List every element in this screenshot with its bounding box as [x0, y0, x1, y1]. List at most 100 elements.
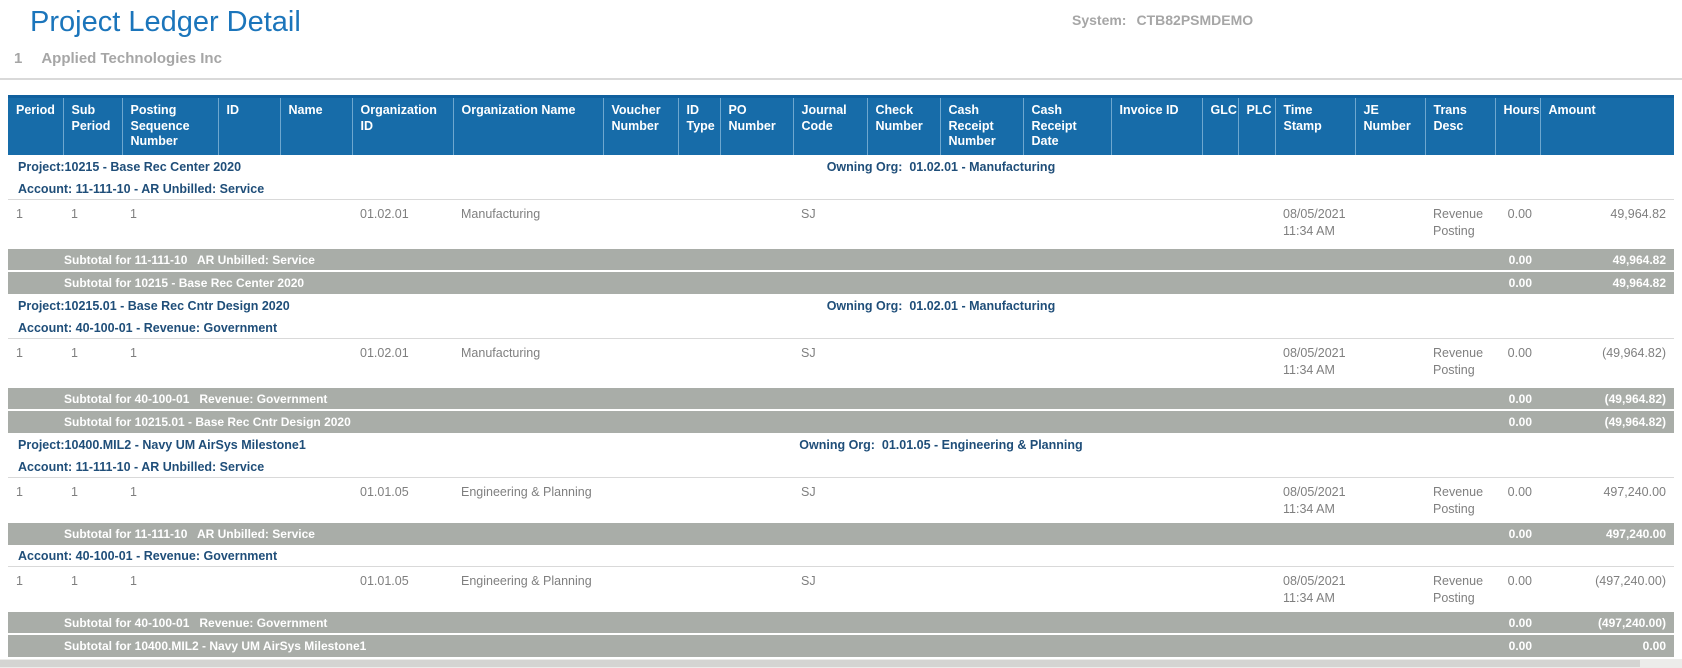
- data-cell: 0.00: [1495, 566, 1540, 611]
- data-cell: [1111, 338, 1202, 387]
- org-name: Applied Technologies Inc: [41, 50, 222, 67]
- data-cell: 1: [122, 338, 218, 387]
- data-cell: [218, 199, 280, 248]
- horizontal-scrollbar[interactable]: [0, 658, 1682, 668]
- report-header: Project Ledger Detail System: CTB82PSMDEM…: [0, 0, 1682, 80]
- org-line: 1 Applied Technologies Inc: [14, 50, 1682, 68]
- subtotal-hours: 0.00: [1495, 385, 1540, 410]
- data-cell: [678, 199, 720, 248]
- data-cell: Engineering & Planning: [453, 477, 603, 522]
- project-label: Project:10215 - Base Rec Center 2020: [18, 159, 242, 174]
- subtotal-amount: 497,240.00: [1540, 520, 1674, 545]
- project-cell: Project:10215 - Base Rec Center 2020 Owni…: [8, 155, 1674, 178]
- project-cell: Project:10215.01 - Base Rec Cntr Design …: [8, 294, 1674, 317]
- subtotal-label: Subtotal for 11-111-10 AR Unbilled: Serv…: [8, 520, 1495, 545]
- subtotal-hours: 0.00: [1495, 632, 1540, 657]
- data-cell: [1202, 338, 1238, 387]
- data-row: 1 1 1 01.02.01 Manufacturing SJ 08/05/2021 11:…: [8, 199, 1674, 248]
- subtotal-row: Subtotal for 10400.MIL2 - Navy UM AirSys…: [8, 632, 1674, 657]
- data-cell: [678, 338, 720, 387]
- subtotal-label: Subtotal for 40-100-01 Revenue: Governme…: [8, 385, 1495, 410]
- account-label: Account: 11-111-10 - AR Unbilled: Servic…: [18, 459, 265, 474]
- subtotal-row: Subtotal for 10215 - Base Rec Center 202…: [8, 269, 1674, 294]
- system-info: System: CTB82PSMDEMO: [1072, 12, 1253, 28]
- data-cell: 08/05/2021 11:34 AM: [1275, 477, 1355, 522]
- horizontal-scrollbar-thumb[interactable]: [0, 659, 1640, 667]
- table-body: Project:10215 - Base Rec Center 2020 Owni…: [8, 155, 1674, 657]
- data-cell: [1202, 477, 1238, 522]
- data-cell: [218, 477, 280, 522]
- data-cell: [280, 338, 352, 387]
- table-header: Period Sub Period Posting Sequence Number I…: [8, 94, 1674, 155]
- header-cell: Organization ID: [351, 94, 453, 155]
- data-cell: [1202, 199, 1238, 248]
- subtotal-label: Subtotal for 10400.MIL2 - Navy UM AirSys…: [8, 632, 1495, 657]
- account-cell: Account: 40-100-01 - Revenue: Government: [8, 545, 1674, 567]
- data-cell: [1238, 566, 1275, 611]
- subtotal-hours: 0.00: [1495, 269, 1540, 294]
- data-cell: 01.02.01: [352, 199, 453, 248]
- data-cell: [940, 199, 1023, 248]
- data-cell: [720, 566, 793, 611]
- data-cell: 1: [8, 477, 63, 522]
- page-title: Project Ledger Detail: [30, 6, 301, 38]
- subtotal-amount: (497,240.00): [1540, 609, 1674, 634]
- subtotal-amount: 0.00: [1540, 632, 1674, 657]
- header-cell: Cash Receipt Date: [1022, 94, 1111, 155]
- data-cell: SJ: [793, 477, 867, 522]
- subtotal-row: Subtotal for 11-111-10 AR Unbilled: Serv…: [8, 520, 1674, 545]
- data-cell: Manufacturing: [453, 199, 603, 248]
- data-cell: [1023, 338, 1111, 387]
- project-row: Project:10215 - Base Rec Center 2020 Owni…: [8, 155, 1674, 178]
- account-cell: Account: 11-111-10 - AR Unbilled: Servic…: [8, 456, 1674, 478]
- project-row: Project:10215.01 - Base Rec Cntr Design …: [8, 294, 1674, 317]
- project-label: Project:10215.01 - Base Rec Cntr Design …: [18, 298, 290, 313]
- data-cell: 497,240.00: [1540, 477, 1674, 522]
- data-cell: 01.01.05: [352, 477, 453, 522]
- account-label: Account: 40-100-01 - Revenue: Government: [18, 320, 278, 335]
- subtotal-amount: (49,964.82): [1540, 385, 1674, 410]
- data-row: 1 1 1 01.01.05 Engineering & Planning SJ 08/05…: [8, 477, 1674, 522]
- data-cell: [1111, 566, 1202, 611]
- data-cell: [218, 338, 280, 387]
- data-cell: [1238, 338, 1275, 387]
- header-cell: Cash Receipt Number: [939, 94, 1023, 155]
- header-cell: Journal Code: [792, 94, 867, 155]
- data-cell: 1: [8, 338, 63, 387]
- header-cell: Invoice ID: [1110, 94, 1202, 155]
- header-cell: Amount: [1539, 94, 1674, 155]
- data-cell: [867, 338, 940, 387]
- header-cell: Sub Period: [62, 94, 122, 155]
- data-cell: [1202, 566, 1238, 611]
- data-cell: [1023, 566, 1111, 611]
- data-cell: [1238, 477, 1275, 522]
- subtotal-label: Subtotal for 10215 - Base Rec Center 202…: [8, 269, 1495, 294]
- account-cell: Account: 11-111-10 - AR Unbilled: Servic…: [8, 178, 1674, 200]
- data-cell: 1: [63, 566, 122, 611]
- data-cell: (497,240.00): [1540, 566, 1674, 611]
- data-cell: [940, 338, 1023, 387]
- data-cell: [940, 477, 1023, 522]
- data-cell: [1355, 566, 1425, 611]
- data-cell: [603, 338, 678, 387]
- data-cell: [867, 199, 940, 248]
- header-cell: Name: [279, 94, 352, 155]
- header-cell: PO Number: [719, 94, 793, 155]
- subtotal-amount: 49,964.82: [1540, 269, 1674, 294]
- subtotal-label: Subtotal for 11-111-10 AR Unbilled: Serv…: [8, 246, 1495, 271]
- data-cell: [280, 199, 352, 248]
- data-cell: 08/05/2021 11:34 AM: [1275, 199, 1355, 248]
- header-cell: Period: [8, 94, 63, 155]
- owning-org-label: Owning Org: 01.02.01 - Manufacturing: [826, 159, 1056, 174]
- header-cell: Voucher Number: [602, 94, 678, 155]
- project-row: Project:10400.MIL2 - Navy UM AirSys Mile…: [8, 433, 1674, 456]
- subtotal-hours: 0.00: [1495, 609, 1540, 634]
- data-cell: SJ: [793, 199, 867, 248]
- data-cell: 0.00: [1495, 199, 1540, 248]
- system-label: System:: [1072, 12, 1127, 28]
- data-cell: SJ: [793, 338, 867, 387]
- subtotal-hours: 0.00: [1495, 408, 1540, 433]
- account-row: Account: 40-100-01 - Revenue: Government: [8, 317, 1674, 339]
- data-cell: [603, 199, 678, 248]
